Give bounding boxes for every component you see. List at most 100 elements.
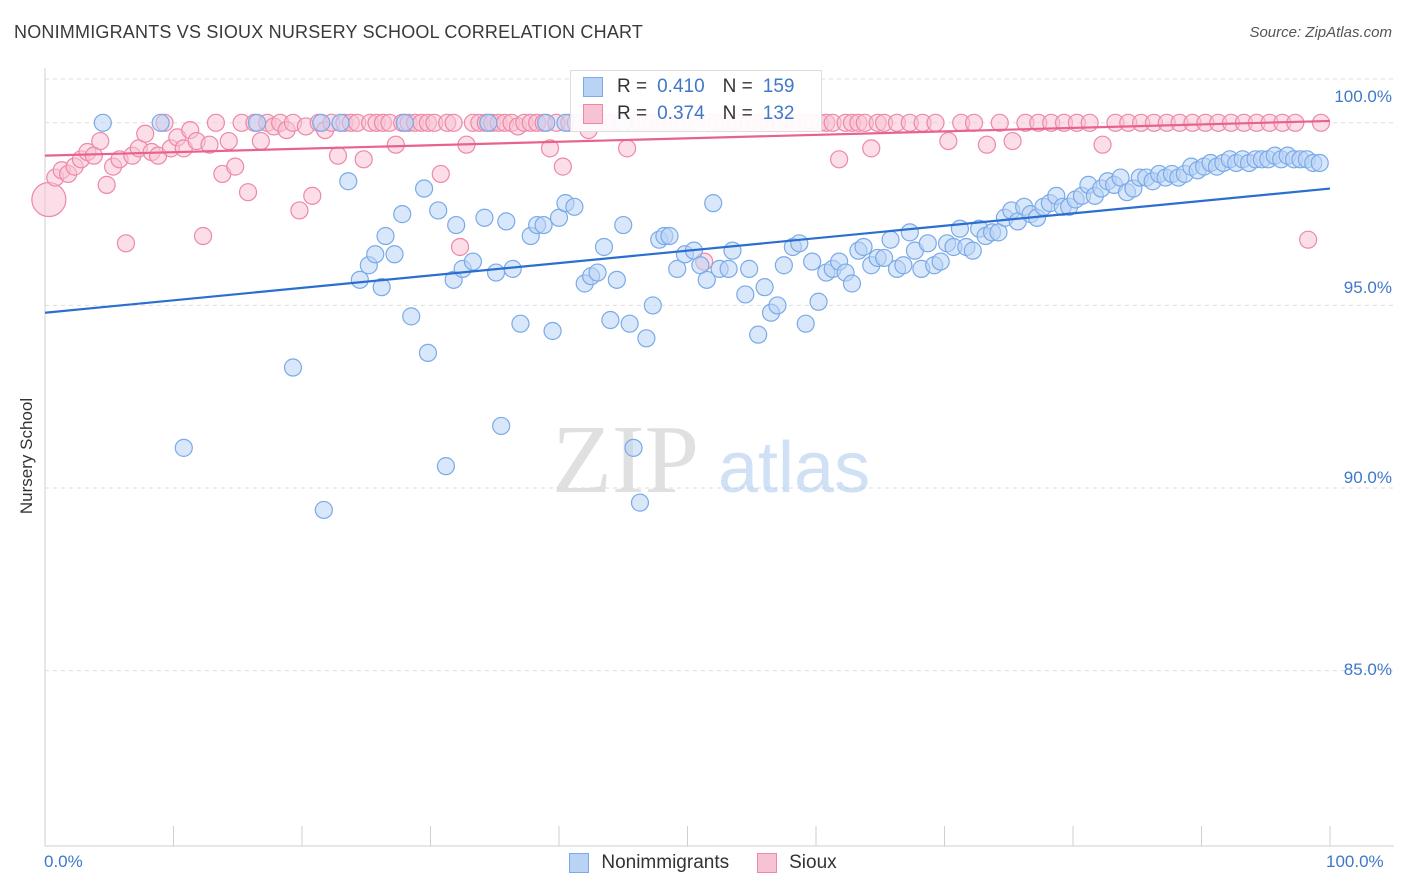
- nonimmigrants-point: [486, 263, 506, 282]
- legend-label-nonimmigrants: Nonimmigrants: [601, 852, 730, 873]
- nonimmigrants-point: [395, 113, 414, 132]
- nonimmigrants-point: [429, 201, 448, 220]
- legend-swatch-pink: [757, 853, 778, 873]
- sioux-point: [91, 131, 110, 151]
- nonimmigrants-point: [918, 234, 937, 253]
- source-label: Source: ZipAtlas.com: [1249, 24, 1392, 41]
- nonimmigrants-point: [668, 259, 687, 278]
- sioux-point: [1003, 131, 1022, 151]
- nonimmigrants-point: [601, 310, 620, 330]
- sioux-point: [200, 135, 219, 154]
- nonimmigrants-point: [931, 252, 950, 271]
- legend-item-nonimmigrants[interactable]: Nonimmigrants: [569, 852, 729, 874]
- legend-swatch-pink: [583, 104, 603, 124]
- nonimmigrants-point: [93, 113, 112, 132]
- sioux-point: [939, 131, 958, 151]
- sioux-point: [1311, 113, 1331, 132]
- nonimmigrants-point: [854, 237, 873, 257]
- legend-n-value: 159: [762, 76, 795, 97]
- nonimmigrants-point: [881, 230, 900, 249]
- nonimmigrants-point: [543, 321, 562, 341]
- nonimmigrants-point: [697, 270, 716, 289]
- nonimmigrants-point: [314, 500, 333, 520]
- nonimmigrants-point: [497, 212, 516, 231]
- correlation-legend: R = 0.410 N = 159 R = 0.374 N = 132: [570, 70, 822, 132]
- nonimmigrants-point: [809, 292, 828, 311]
- legend-row-sioux: R = 0.374 N = 132: [583, 101, 794, 127]
- nonimmigrants-point: [151, 113, 170, 132]
- nonimmigrants-point: [1310, 153, 1329, 173]
- nonimmigrants-point: [366, 245, 385, 264]
- nonimmigrants-point: [637, 329, 656, 348]
- nonimmigrants-point: [719, 259, 738, 278]
- legend-n-label: N =: [722, 76, 753, 97]
- nonimmigrants-point: [414, 179, 434, 198]
- sioux-point: [386, 135, 405, 154]
- nonimmigrants-point: [385, 245, 404, 264]
- sioux-trendline: [44, 119, 1331, 157]
- sioux-point: [97, 175, 116, 194]
- sioux-point: [219, 131, 238, 151]
- sioux-point: [431, 164, 450, 184]
- sioux-point: [1299, 230, 1318, 249]
- sioux-point: [136, 124, 155, 143]
- nonimmigrants-point: [402, 307, 421, 326]
- sioux-point: [444, 113, 463, 132]
- sioux-point: [1080, 113, 1099, 132]
- chart-title: NONIMMIGRANTS VS SIOUX NURSERY SCHOOL CO…: [14, 22, 644, 42]
- nonimmigrants-point: [372, 278, 391, 297]
- trendlines: [44, 119, 1331, 314]
- nonimmigrants-point: [492, 416, 511, 436]
- nonimmigrants-point: [963, 241, 982, 260]
- nonimmigrants-point: [436, 457, 456, 476]
- legend-r-label: R =: [617, 76, 648, 97]
- nonimmigrants-point: [749, 325, 768, 344]
- nonimmigrants-point: [350, 270, 369, 289]
- nonimmigrants-point: [740, 259, 759, 278]
- y-tick-label-90: 90.0%: [1343, 468, 1392, 487]
- x-tick-label-100: 100.0%: [1326, 852, 1384, 871]
- sioux-point: [990, 113, 1009, 132]
- nonimmigrants-point: [418, 343, 438, 363]
- sioux-point: [251, 131, 270, 151]
- nonimmigrants-point: [588, 263, 607, 282]
- nonimmigrants-point: [174, 438, 193, 457]
- nonimmigrants-point: [620, 314, 639, 333]
- sioux-point: [193, 226, 213, 246]
- sioux-point: [1093, 135, 1112, 154]
- sioux-point: [328, 146, 348, 165]
- nonimmigrants-point: [283, 358, 303, 377]
- nonimmigrants-point: [607, 270, 626, 289]
- y-tick-label-95: 95.0%: [1343, 278, 1392, 297]
- sioux-point: [450, 237, 470, 257]
- nonimmigrants-point: [803, 252, 822, 271]
- nonimmigrants-point: [331, 113, 350, 132]
- legend-swatch-blue: [583, 77, 603, 97]
- nonimmigrants-point: [624, 438, 643, 457]
- nonimmigrants-point: [900, 223, 919, 242]
- nonimmigrants-point: [796, 314, 815, 333]
- sioux-point: [926, 113, 945, 132]
- x-tick-marks: [44, 826, 1331, 846]
- sioux-point: [238, 183, 258, 202]
- nonimmigrants-point: [537, 113, 556, 132]
- nonimmigrants-point: [312, 113, 331, 132]
- nonimmigrants-point: [842, 274, 862, 293]
- sioux-point: [226, 157, 245, 176]
- nonimmigrants-point: [894, 256, 913, 275]
- sioux-point: [862, 139, 881, 158]
- legend-n-value: 132: [762, 103, 795, 124]
- nonimmigrants-point: [475, 208, 494, 227]
- sioux-point: [206, 113, 226, 132]
- nonimmigrants-point: [463, 252, 483, 271]
- sioux-point: [540, 139, 560, 158]
- nonimmigrants-point: [479, 113, 498, 132]
- nonimmigrants-point: [393, 205, 412, 224]
- nonimmigrants-point: [790, 234, 809, 253]
- nonimmigrants-point: [774, 256, 793, 275]
- watermark-zip: ZIP: [552, 406, 699, 514]
- legend-item-sioux[interactable]: Sioux: [757, 852, 837, 874]
- y-tick-label-85: 85.0%: [1343, 660, 1392, 679]
- nonimmigrants-point: [565, 197, 584, 216]
